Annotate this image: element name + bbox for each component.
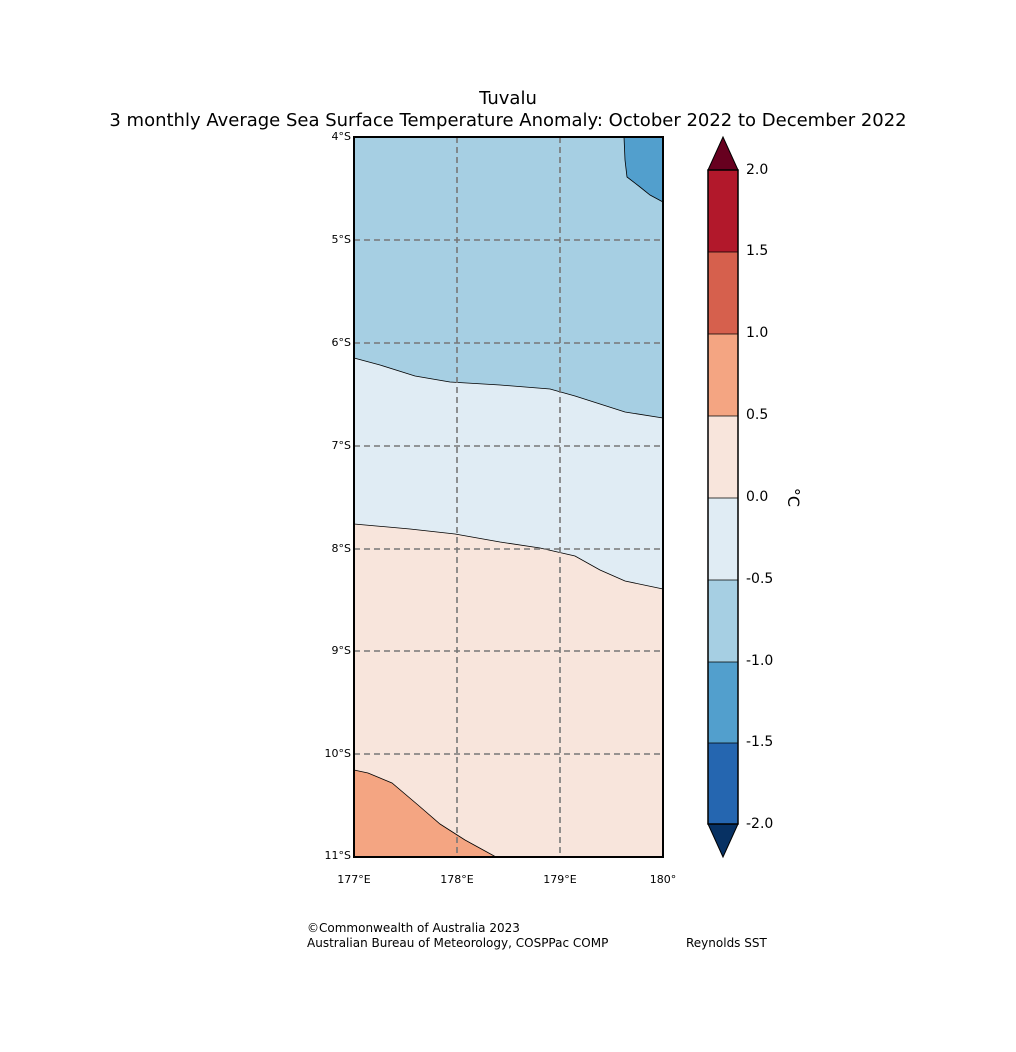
anomaly-zone-0.5-to-1 [354, 770, 496, 857]
agency-text: Australian Bureau of Meteorology, COSPPa… [307, 936, 609, 950]
gridlines [354, 137, 663, 857]
lat-label-6s: 6°S [331, 336, 351, 349]
colorbar-tick-minus-0.5: -0.5 [746, 571, 774, 587]
colorbar-tick-1.0: 1.0 [746, 325, 769, 341]
colorbar-dividers [708, 251, 738, 744]
colorbar-extend-min [707, 823, 739, 859]
colorbar-tick-minus-2.0: -2.0 [746, 816, 774, 832]
colorbar-band-minus-1.0-to-minus-0.5 [708, 580, 738, 662]
lon-label-180: 180° [649, 873, 677, 886]
colorbar-tick-0.5: 0.5 [746, 407, 769, 423]
map-subtitle: 3 monthly Average Sea Surface Temperatur… [109, 110, 907, 131]
lat-label-7s: 7°S [331, 439, 351, 452]
map-frame [353, 136, 664, 858]
lon-label-177e: 177°E [337, 873, 371, 886]
colorbar-band-minus-2.0-to-minus-1.5 [708, 743, 738, 824]
data-source-text: Reynolds SST [686, 936, 767, 950]
lat-label-5s: 5°S [331, 233, 351, 246]
contour-lines [353, 136, 664, 858]
colorbar-band-1.0-to-1.5 [708, 252, 738, 334]
lat-label-9s: 9°S [331, 644, 351, 657]
colorbar-tick-minus-1.0: -1.0 [746, 653, 774, 669]
colorbar-band-minus-1.5-to-minus-1.0 [708, 662, 738, 743]
map-plot [353, 136, 664, 858]
copyright-text: ©Commonwealth of Australia 2023 [307, 921, 520, 935]
map-title: Tuvalu [479, 88, 537, 109]
anomaly-zone-minus-1-to-minus-0.5 [354, 137, 663, 418]
anomaly-zone-minus-1.5-to-minus-1 [624, 137, 663, 202]
colorbar-band-0.0-to-0.5 [708, 416, 738, 498]
colorbar-tick-1.5: 1.5 [746, 243, 769, 259]
colorbar-frame [707, 169, 739, 825]
lat-label-11s: 11°S [324, 849, 351, 862]
colorbar-band-minus-0.5-to-0.0 [708, 498, 738, 580]
colorbar-band-0.5-to-1.0 [708, 334, 738, 416]
lon-label-178e: 178°E [440, 873, 474, 886]
lat-label-8s: 8°S [331, 542, 351, 555]
lat-label-10s: 10°S [324, 747, 351, 760]
colorbar-unit-label: °C [784, 487, 804, 508]
lon-label-179e: 179°E [543, 873, 577, 886]
lat-label-4s: 4°S [331, 130, 351, 143]
colorbar-tick-2.0: 2.0 [746, 162, 769, 178]
colorbar [707, 135, 739, 859]
colorbar-band-1.5-to-2.0 [708, 170, 738, 252]
colorbar-tick-0.0: 0.0 [746, 489, 769, 505]
colorbar-extend-max [707, 135, 739, 171]
colorbar-tick-minus-1.5: -1.5 [746, 734, 774, 750]
